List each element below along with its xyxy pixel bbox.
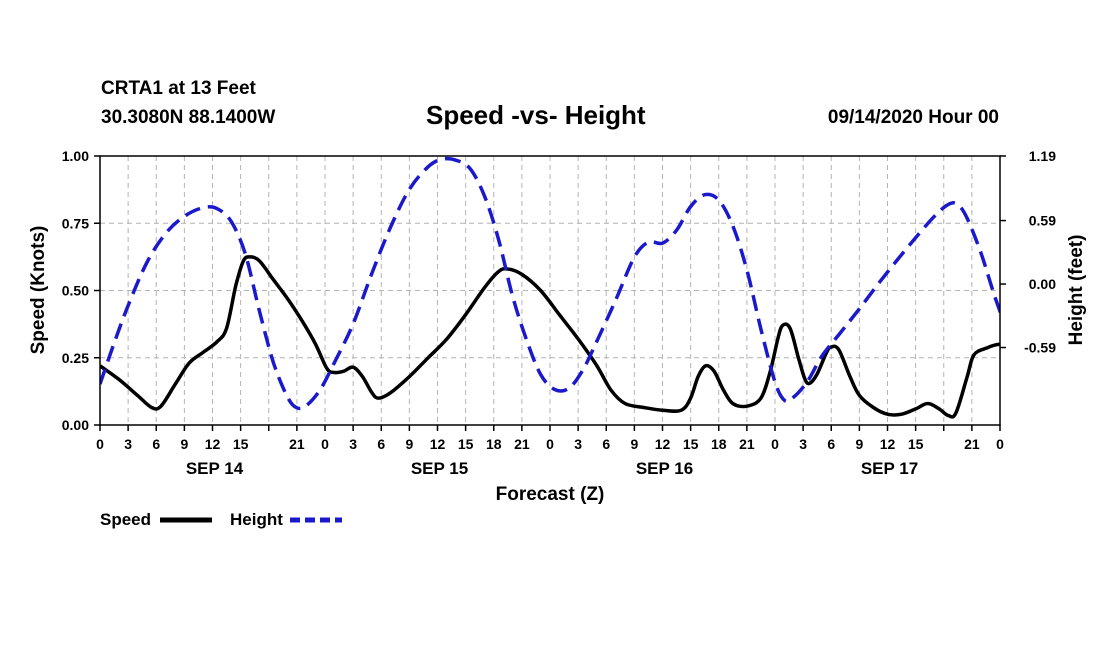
x-axis-label: Forecast (Z) bbox=[496, 484, 605, 505]
tick-labels: 0 3 6 9 12 15 21 0 3 6 9 12 15 18 21 0 3 6 9 12 15 18 21 0 3 6 9 12… bbox=[62, 148, 1056, 478]
legend: Speed Height bbox=[100, 510, 342, 529]
left-axis-label: Speed (Knots) bbox=[28, 226, 49, 355]
x-tick-label-20: 15 bbox=[683, 436, 699, 452]
x-tick-label-25: 6 bbox=[827, 436, 835, 452]
x-tick-label-10: 9 bbox=[405, 436, 413, 452]
x-tick-label-24: 3 bbox=[799, 436, 807, 452]
x-tick-label-21: 18 bbox=[711, 436, 727, 452]
x-tick-label-23: 0 bbox=[771, 436, 779, 452]
right-tick-label-0: 1.19 bbox=[1029, 148, 1056, 164]
x-tick-label-7: 0 bbox=[321, 436, 329, 452]
chart-title: Speed -vs- Height bbox=[426, 100, 646, 130]
series-line-speed bbox=[100, 255, 1000, 419]
chart-axes bbox=[94, 155, 1006, 431]
x-tick-label-4: 12 bbox=[205, 436, 221, 452]
x-tick-label-3: 9 bbox=[180, 436, 188, 452]
x-tick-label-26: 9 bbox=[855, 436, 863, 452]
x-tick-label-27: 12 bbox=[880, 436, 896, 452]
x-tick-label-6: 21 bbox=[289, 436, 305, 452]
x-tick-label-16: 3 bbox=[574, 436, 582, 452]
station-name: CRTA1 at 13 Feet bbox=[101, 78, 256, 99]
x-tick-label-0: 0 bbox=[96, 436, 104, 452]
x-tick-label-22: 21 bbox=[739, 436, 755, 452]
right-axis-label: Height (feet) bbox=[1066, 235, 1087, 346]
legend-label-speed: Speed bbox=[100, 510, 151, 529]
x-tick-label-18: 9 bbox=[630, 436, 638, 452]
station-coords: 30.3080N 88.1400W bbox=[101, 107, 276, 128]
day-label-2: SEP 16 bbox=[636, 459, 693, 478]
x-tick-label-14: 21 bbox=[514, 436, 530, 452]
x-tick-label-9: 6 bbox=[377, 436, 385, 452]
x-tick-label-11: 12 bbox=[430, 436, 446, 452]
right-tick-label-2: 0.00 bbox=[1029, 276, 1056, 292]
x-tick-label-19: 12 bbox=[655, 436, 671, 452]
day-label-1: SEP 15 bbox=[411, 459, 468, 478]
left-tick-label-3: 0.75 bbox=[62, 215, 89, 231]
left-tick-label-4: 1.00 bbox=[62, 148, 89, 164]
x-tick-label-17: 6 bbox=[602, 436, 610, 452]
x-tick-label-1: 3 bbox=[124, 436, 132, 452]
series-lines bbox=[100, 156, 1000, 419]
day-label-0: SEP 14 bbox=[186, 459, 244, 478]
x-tick-label-5: 15 bbox=[233, 436, 249, 452]
x-tick-label-29: 21 bbox=[964, 436, 980, 452]
day-label-3: SEP 17 bbox=[861, 459, 918, 478]
left-tick-label-0: 0.00 bbox=[62, 417, 89, 433]
x-tick-label-30: 0 bbox=[996, 436, 1004, 452]
x-tick-label-12: 15 bbox=[458, 436, 474, 452]
x-tick-label-8: 3 bbox=[349, 436, 357, 452]
right-tick-label-1: 0.59 bbox=[1029, 213, 1056, 229]
series-line-height bbox=[100, 156, 1000, 411]
left-tick-label-1: 0.25 bbox=[62, 350, 89, 366]
x-tick-label-13: 18 bbox=[486, 436, 502, 452]
left-tick-label-2: 0.50 bbox=[62, 283, 89, 299]
x-tick-label-2: 6 bbox=[152, 436, 160, 452]
x-tick-label-15: 0 bbox=[546, 436, 554, 452]
forecast-run: 09/14/2020 Hour 00 bbox=[827, 107, 999, 128]
right-tick-label-3: -0.59 bbox=[1024, 340, 1056, 356]
grid-lines bbox=[100, 156, 1000, 425]
x-tick-label-28: 15 bbox=[908, 436, 924, 452]
legend-label-height: Height bbox=[230, 510, 283, 529]
